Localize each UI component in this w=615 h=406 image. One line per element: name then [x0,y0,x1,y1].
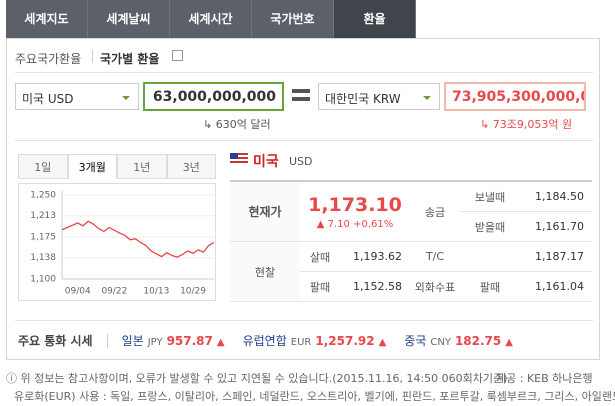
currency-value: 957.87 [166,334,213,348]
notice-text: 위 정보는 참고사항이며, 오류가 발생할 수 있고 지연될 수 있습니다.(2… [20,372,508,385]
subtab[interactable]: 주요국가환율 [15,52,82,66]
amount: 63,000,000,000 [152,89,276,105]
equals-icon [292,89,310,93]
subtab-active[interactable]: 국가별 환율 [100,52,160,66]
period-tab[interactable]: 1년 [117,154,167,179]
line [61,220,215,258]
amount-input[interactable]: 63,000,000,000 [143,82,284,111]
label: 현찰 [230,242,300,302]
label: 보낼때 [460,182,520,212]
label: 팔때 [460,272,520,302]
divider [92,50,93,63]
label: 송금 [410,182,460,242]
period-tab-active[interactable]: 3개월 [67,154,117,179]
period-tabs: 1일 3개월 1년 3년 [18,154,216,179]
result-words: ↳ 73조9,053억 원 [480,118,573,131]
currency-arrow: ▲ [216,337,225,348]
currency-name: 일본 [121,334,144,348]
period-tab[interactable]: 1일 [18,154,68,179]
value: 1,161.70 [520,212,592,242]
tab[interactable]: 세계날씨 [88,0,170,38]
equals-icon [292,97,310,101]
from-currency: 미국 USD [22,92,74,106]
separator [15,320,593,321]
label: 외화수표 [410,272,460,302]
currency-value: 182.75 [454,334,502,348]
y-tick-label: 1,100 [30,275,56,285]
country: 미국 [253,154,279,170]
to-currency: 대한민국 KRW [325,92,401,106]
currency-code: EUR [290,337,312,348]
current-box: 1,173.10 ▲ 7.10 +0.61% [300,182,410,242]
currency-arrow: ▲ [505,337,513,348]
tab[interactable]: 세계시간 [170,0,252,38]
label: T/C [410,242,460,272]
rate-table: 현재가 1,173.10 ▲ 7.10 +0.61% 송금 보낼때 1,184.50 받을때… [230,180,592,302]
tab-active[interactable]: 환율 [334,0,416,38]
y-tick-label: 1,213 [30,211,56,221]
value: 1,152.58 [340,272,410,302]
code: USD [289,155,313,168]
currency-name: 중국 [404,334,427,348]
currency-code: JPY [147,337,163,348]
y-tick-label: 1,138 [30,253,56,263]
value: 1,193.62 [340,242,410,272]
mini-chart: 1,250 1,213 1,175 1,138 1,100 09/04 09/22 10/13… [30,191,215,297]
y-tick-label: 1,250 [30,191,56,201]
label: 받을때 [460,212,520,242]
panel [6,38,600,360]
period-tab[interactable]: 3년 [166,154,216,179]
major-title: 주요 통화 시세 [18,334,108,348]
change: ▲ 7.10 +0.61% [316,218,394,230]
tab[interactable]: 세계지도 [6,0,88,38]
separator [15,140,593,141]
tab-bar: 세계지도 세계날씨 세계시간 국가번호 환율 [6,0,416,38]
amount-words: ↳ 630억 달러 [203,118,271,131]
major-rates: 주요 통화 시세 일본 JPY 957.87 ▲ 유럽연합 EUR 1,257.92 ▲ 중국 CN… [18,332,513,349]
value: 1,161.04 [520,272,592,302]
currency-value: 1,257.92 [315,334,375,348]
separator [15,72,593,73]
to-select[interactable]: 대한민국 KRW [318,83,440,110]
label: 현재가 [230,182,300,242]
currency-name: 유럽연합 [242,334,287,348]
label: 팔때 [300,272,340,302]
tab[interactable]: 국가번호 [252,0,334,38]
result-words-text: 73조9,053억 원 [492,118,573,131]
x-tick-label: 10/13 [143,287,169,297]
euro-note: 유로화(EUR) 사용 : 독일, 프랑스, 이탈리아, 스페인, 네덜란드, … [14,390,615,403]
value: 1,187.17 [520,242,592,272]
flag [230,153,248,165]
notice: ⓘ 위 정보는 참고사항이며, 오류가 발생할 수 있고 지연될 수 있습니다.… [6,372,508,385]
x-tick-label: 10/29 [180,287,206,297]
x-tick-label: 09/22 [101,287,127,297]
amount-words-text: 630억 달러 [215,118,271,131]
from-select[interactable]: 미국 USD [15,83,139,110]
currency-arrow: ▲ [378,337,387,348]
x-tick-label: 09/04 [65,287,91,297]
chart-frame [18,183,216,301]
label: 살때 [300,242,340,272]
toggle-icon[interactable] [172,50,183,61]
result-box: 73,905,300,000,000. [444,82,586,111]
provider: 제공 : KEB 하나은행 [496,372,593,385]
blank [460,242,520,272]
y-tick-label: 1,175 [30,233,56,243]
value: 1,184.50 [520,182,592,212]
result: 73,905,300,000,000. [452,89,584,105]
currency-code: CNY [430,337,451,348]
current: 1,173.10 [308,193,402,216]
